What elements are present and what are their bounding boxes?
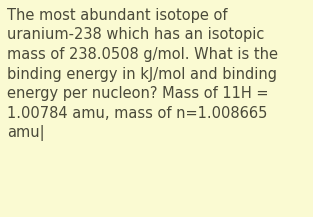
- Text: mass of 238.0508 g/mol. What is the: mass of 238.0508 g/mol. What is the: [7, 47, 278, 62]
- Text: uranium-238 which has an isotopic: uranium-238 which has an isotopic: [7, 28, 264, 43]
- Text: binding energy in kJ/mol and binding: binding energy in kJ/mol and binding: [7, 66, 277, 82]
- Text: amu|: amu|: [7, 125, 45, 141]
- Text: energy per nucleon? Mass of 11H =: energy per nucleon? Mass of 11H =: [7, 86, 269, 101]
- Text: 1.00784 amu, mass of n=1.008665: 1.00784 amu, mass of n=1.008665: [7, 105, 267, 120]
- Text: The most abundant isotope of: The most abundant isotope of: [7, 8, 228, 23]
